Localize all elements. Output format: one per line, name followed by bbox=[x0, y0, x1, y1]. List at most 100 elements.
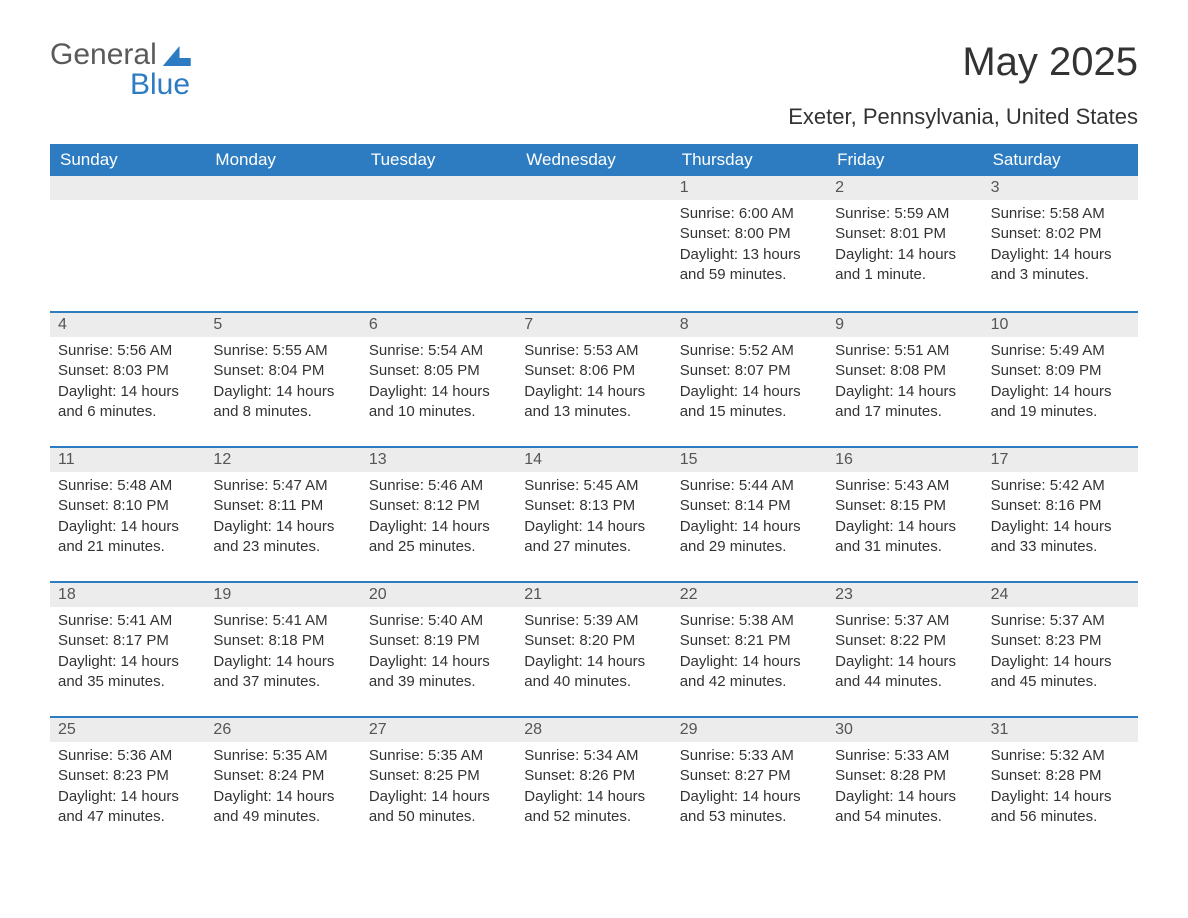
day-details: Sunrise: 5:41 AMSunset: 8:17 PMDaylight:… bbox=[50, 611, 205, 692]
calendar-cell: 19Sunrise: 5:41 AMSunset: 8:18 PMDayligh… bbox=[205, 581, 360, 716]
day-number bbox=[50, 176, 205, 200]
sunrise-line: Sunrise: 5:58 AM bbox=[991, 204, 1130, 224]
weekday-header: Thursday bbox=[672, 144, 827, 176]
sunrise-line: Sunrise: 5:32 AM bbox=[991, 746, 1130, 766]
day-details: Sunrise: 5:56 AMSunset: 8:03 PMDaylight:… bbox=[50, 341, 205, 422]
calendar-cell: 20Sunrise: 5:40 AMSunset: 8:19 PMDayligh… bbox=[361, 581, 516, 716]
sunset-line: Sunset: 8:28 PM bbox=[991, 766, 1130, 786]
calendar-cell: 6Sunrise: 5:54 AMSunset: 8:05 PMDaylight… bbox=[361, 311, 516, 446]
sunrise-line: Sunrise: 5:38 AM bbox=[680, 611, 819, 631]
calendar-grid: SundayMondayTuesdayWednesdayThursdayFrid… bbox=[50, 144, 1138, 851]
daylight-line: Daylight: 14 hours and 29 minutes. bbox=[680, 517, 819, 558]
day-number: 4 bbox=[50, 313, 205, 337]
calendar-cell: 22Sunrise: 5:38 AMSunset: 8:21 PMDayligh… bbox=[672, 581, 827, 716]
calendar-cell: 1Sunrise: 6:00 AMSunset: 8:00 PMDaylight… bbox=[672, 176, 827, 311]
sunrise-line: Sunrise: 5:33 AM bbox=[680, 746, 819, 766]
daylight-line: Daylight: 14 hours and 13 minutes. bbox=[524, 382, 663, 423]
sunset-line: Sunset: 8:19 PM bbox=[369, 631, 508, 651]
sunrise-line: Sunrise: 5:37 AM bbox=[991, 611, 1130, 631]
sunrise-line: Sunrise: 5:52 AM bbox=[680, 341, 819, 361]
sunrise-line: Sunrise: 5:41 AM bbox=[58, 611, 197, 631]
day-number: 21 bbox=[516, 583, 671, 607]
day-number bbox=[361, 176, 516, 200]
calendar-cell: 21Sunrise: 5:39 AMSunset: 8:20 PMDayligh… bbox=[516, 581, 671, 716]
day-number: 28 bbox=[516, 718, 671, 742]
sunrise-line: Sunrise: 5:34 AM bbox=[524, 746, 663, 766]
calendar-cell: 25Sunrise: 5:36 AMSunset: 8:23 PMDayligh… bbox=[50, 716, 205, 851]
sunset-line: Sunset: 8:18 PM bbox=[213, 631, 352, 651]
calendar-cell: 24Sunrise: 5:37 AMSunset: 8:23 PMDayligh… bbox=[983, 581, 1138, 716]
calendar-cell: 17Sunrise: 5:42 AMSunset: 8:16 PMDayligh… bbox=[983, 446, 1138, 581]
daylight-line: Daylight: 14 hours and 56 minutes. bbox=[991, 787, 1130, 828]
calendar-cell bbox=[361, 176, 516, 311]
calendar-cell bbox=[516, 176, 671, 311]
day-number: 15 bbox=[672, 448, 827, 472]
calendar-cell: 18Sunrise: 5:41 AMSunset: 8:17 PMDayligh… bbox=[50, 581, 205, 716]
day-number: 30 bbox=[827, 718, 982, 742]
calendar-cell: 3Sunrise: 5:58 AMSunset: 8:02 PMDaylight… bbox=[983, 176, 1138, 311]
calendar-cell bbox=[205, 176, 360, 311]
sunset-line: Sunset: 8:26 PM bbox=[524, 766, 663, 786]
sunset-line: Sunset: 8:10 PM bbox=[58, 496, 197, 516]
sunset-line: Sunset: 8:21 PM bbox=[680, 631, 819, 651]
daylight-line: Daylight: 14 hours and 52 minutes. bbox=[524, 787, 663, 828]
sunrise-line: Sunrise: 5:55 AM bbox=[213, 341, 352, 361]
sunset-line: Sunset: 8:20 PM bbox=[524, 631, 663, 651]
logo-icon bbox=[163, 46, 191, 66]
day-details: Sunrise: 5:35 AMSunset: 8:24 PMDaylight:… bbox=[205, 746, 360, 827]
sunset-line: Sunset: 8:05 PM bbox=[369, 361, 508, 381]
day-details: Sunrise: 5:35 AMSunset: 8:25 PMDaylight:… bbox=[361, 746, 516, 827]
sunrise-line: Sunrise: 5:59 AM bbox=[835, 204, 974, 224]
sunset-line: Sunset: 8:13 PM bbox=[524, 496, 663, 516]
daylight-line: Daylight: 14 hours and 49 minutes. bbox=[213, 787, 352, 828]
sunrise-line: Sunrise: 5:42 AM bbox=[991, 476, 1130, 496]
sunset-line: Sunset: 8:17 PM bbox=[58, 631, 197, 651]
sunrise-line: Sunrise: 5:44 AM bbox=[680, 476, 819, 496]
daylight-line: Daylight: 14 hours and 15 minutes. bbox=[680, 382, 819, 423]
sunrise-line: Sunrise: 5:46 AM bbox=[369, 476, 508, 496]
day-details: Sunrise: 5:44 AMSunset: 8:14 PMDaylight:… bbox=[672, 476, 827, 557]
calendar-cell: 16Sunrise: 5:43 AMSunset: 8:15 PMDayligh… bbox=[827, 446, 982, 581]
location-subtitle: Exeter, Pennsylvania, United States bbox=[50, 104, 1138, 130]
day-number: 14 bbox=[516, 448, 671, 472]
day-number: 24 bbox=[983, 583, 1138, 607]
sunset-line: Sunset: 8:25 PM bbox=[369, 766, 508, 786]
day-number: 19 bbox=[205, 583, 360, 607]
day-number: 29 bbox=[672, 718, 827, 742]
day-details: Sunrise: 5:33 AMSunset: 8:28 PMDaylight:… bbox=[827, 746, 982, 827]
sunset-line: Sunset: 8:28 PM bbox=[835, 766, 974, 786]
sunrise-line: Sunrise: 5:45 AM bbox=[524, 476, 663, 496]
day-details: Sunrise: 5:36 AMSunset: 8:23 PMDaylight:… bbox=[50, 746, 205, 827]
day-number: 6 bbox=[361, 313, 516, 337]
sunset-line: Sunset: 8:08 PM bbox=[835, 361, 974, 381]
sunrise-line: Sunrise: 5:49 AM bbox=[991, 341, 1130, 361]
daylight-line: Daylight: 13 hours and 59 minutes. bbox=[680, 245, 819, 286]
day-details: Sunrise: 5:38 AMSunset: 8:21 PMDaylight:… bbox=[672, 611, 827, 692]
daylight-line: Daylight: 14 hours and 35 minutes. bbox=[58, 652, 197, 693]
sunset-line: Sunset: 8:04 PM bbox=[213, 361, 352, 381]
daylight-line: Daylight: 14 hours and 27 minutes. bbox=[524, 517, 663, 558]
sunset-line: Sunset: 8:23 PM bbox=[991, 631, 1130, 651]
weekday-header: Monday bbox=[205, 144, 360, 176]
sunrise-line: Sunrise: 5:40 AM bbox=[369, 611, 508, 631]
day-number: 23 bbox=[827, 583, 982, 607]
calendar-cell: 7Sunrise: 5:53 AMSunset: 8:06 PMDaylight… bbox=[516, 311, 671, 446]
sunset-line: Sunset: 8:12 PM bbox=[369, 496, 508, 516]
sunrise-line: Sunrise: 6:00 AM bbox=[680, 204, 819, 224]
day-number: 20 bbox=[361, 583, 516, 607]
daylight-line: Daylight: 14 hours and 40 minutes. bbox=[524, 652, 663, 693]
day-details: Sunrise: 5:32 AMSunset: 8:28 PMDaylight:… bbox=[983, 746, 1138, 827]
daylight-line: Daylight: 14 hours and 50 minutes. bbox=[369, 787, 508, 828]
daylight-line: Daylight: 14 hours and 31 minutes. bbox=[835, 517, 974, 558]
sunset-line: Sunset: 8:06 PM bbox=[524, 361, 663, 381]
calendar-cell: 27Sunrise: 5:35 AMSunset: 8:25 PMDayligh… bbox=[361, 716, 516, 851]
daylight-line: Daylight: 14 hours and 21 minutes. bbox=[58, 517, 197, 558]
day-number: 31 bbox=[983, 718, 1138, 742]
daylight-line: Daylight: 14 hours and 3 minutes. bbox=[991, 245, 1130, 286]
day-number: 2 bbox=[827, 176, 982, 200]
day-number: 10 bbox=[983, 313, 1138, 337]
day-details: Sunrise: 5:33 AMSunset: 8:27 PMDaylight:… bbox=[672, 746, 827, 827]
day-details: Sunrise: 5:45 AMSunset: 8:13 PMDaylight:… bbox=[516, 476, 671, 557]
day-details: Sunrise: 5:52 AMSunset: 8:07 PMDaylight:… bbox=[672, 341, 827, 422]
day-number: 12 bbox=[205, 448, 360, 472]
